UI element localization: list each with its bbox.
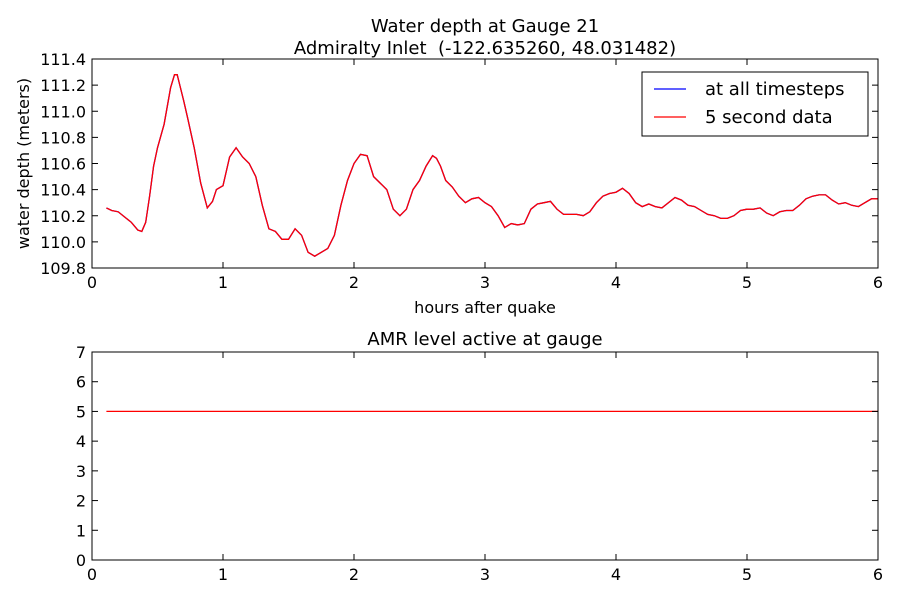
x-tick-label: 5 [742,565,752,584]
y-tick-label: 4 [76,432,86,451]
chart-subtitle: Admiralty Inlet (-122.635260, 48.031482) [294,38,676,59]
y-tick-label: 109.8 [40,259,86,278]
plot-area-frame [91,58,879,269]
y-tick-label: 7 [76,343,86,362]
x-tick-label: 3 [480,273,490,292]
x-tick-label: 0 [87,565,97,584]
y-tick-label: 2 [76,492,86,511]
y-tick-label: 111.2 [40,76,86,95]
y-tick-label: 110.2 [40,207,86,226]
amr-level-chart: AMR level active at gauge 0 1 2 3 4 5 6 0 1 2 3 4 5 6… [76,329,883,584]
x-tick-label: 2 [349,565,359,584]
chart-title: AMR level active at gauge [367,329,602,350]
x-tick-label: 2 [349,273,359,292]
legend: at all timesteps 5 second data [641,71,869,137]
legend-frame [641,71,869,137]
y-tick-label: 110.8 [40,128,86,147]
plot-area-frame [91,351,879,561]
y-tick-label: 6 [76,373,86,392]
y-tick-label: 110.6 [40,155,86,174]
x-tick-label: 5 [742,273,752,292]
y-tick-label: 1 [76,521,86,540]
series-line-5-second-data [106,74,878,257]
x-axis-label: hours after quake [414,298,556,317]
legend-label-5-second-data: 5 second data [705,107,833,128]
x-tick-label: 4 [611,565,621,584]
y-tick-label: 110.0 [40,233,86,252]
x-tick-label: 6 [873,273,883,292]
y-tick-label: 0 [76,551,86,570]
tick-group: 0 1 2 3 4 5 6 0 1 2 3 4 5 6 7 [76,343,883,584]
x-tick-label: 4 [611,273,621,292]
x-tick-label: 3 [480,565,490,584]
x-tick-label: 1 [218,565,228,584]
water-depth-chart: Water depth at Gauge 21 Admiralty Inlet … [14,16,883,317]
legend-label-all-timesteps: at all timesteps [705,79,845,100]
y-tick-label: 110.4 [40,181,86,200]
chart-title: Water depth at Gauge 21 [371,16,599,37]
y-axis-label: water depth (meters) [14,78,33,249]
y-tick-label: 3 [76,462,86,481]
x-tick-label: 1 [218,273,228,292]
x-tick-label: 0 [87,273,97,292]
x-tick-label: 6 [873,565,883,584]
y-tick-label: 111.4 [40,50,86,69]
y-tick-label: 111.0 [40,102,86,121]
series-group [106,74,878,257]
y-tick-label: 5 [76,402,86,421]
